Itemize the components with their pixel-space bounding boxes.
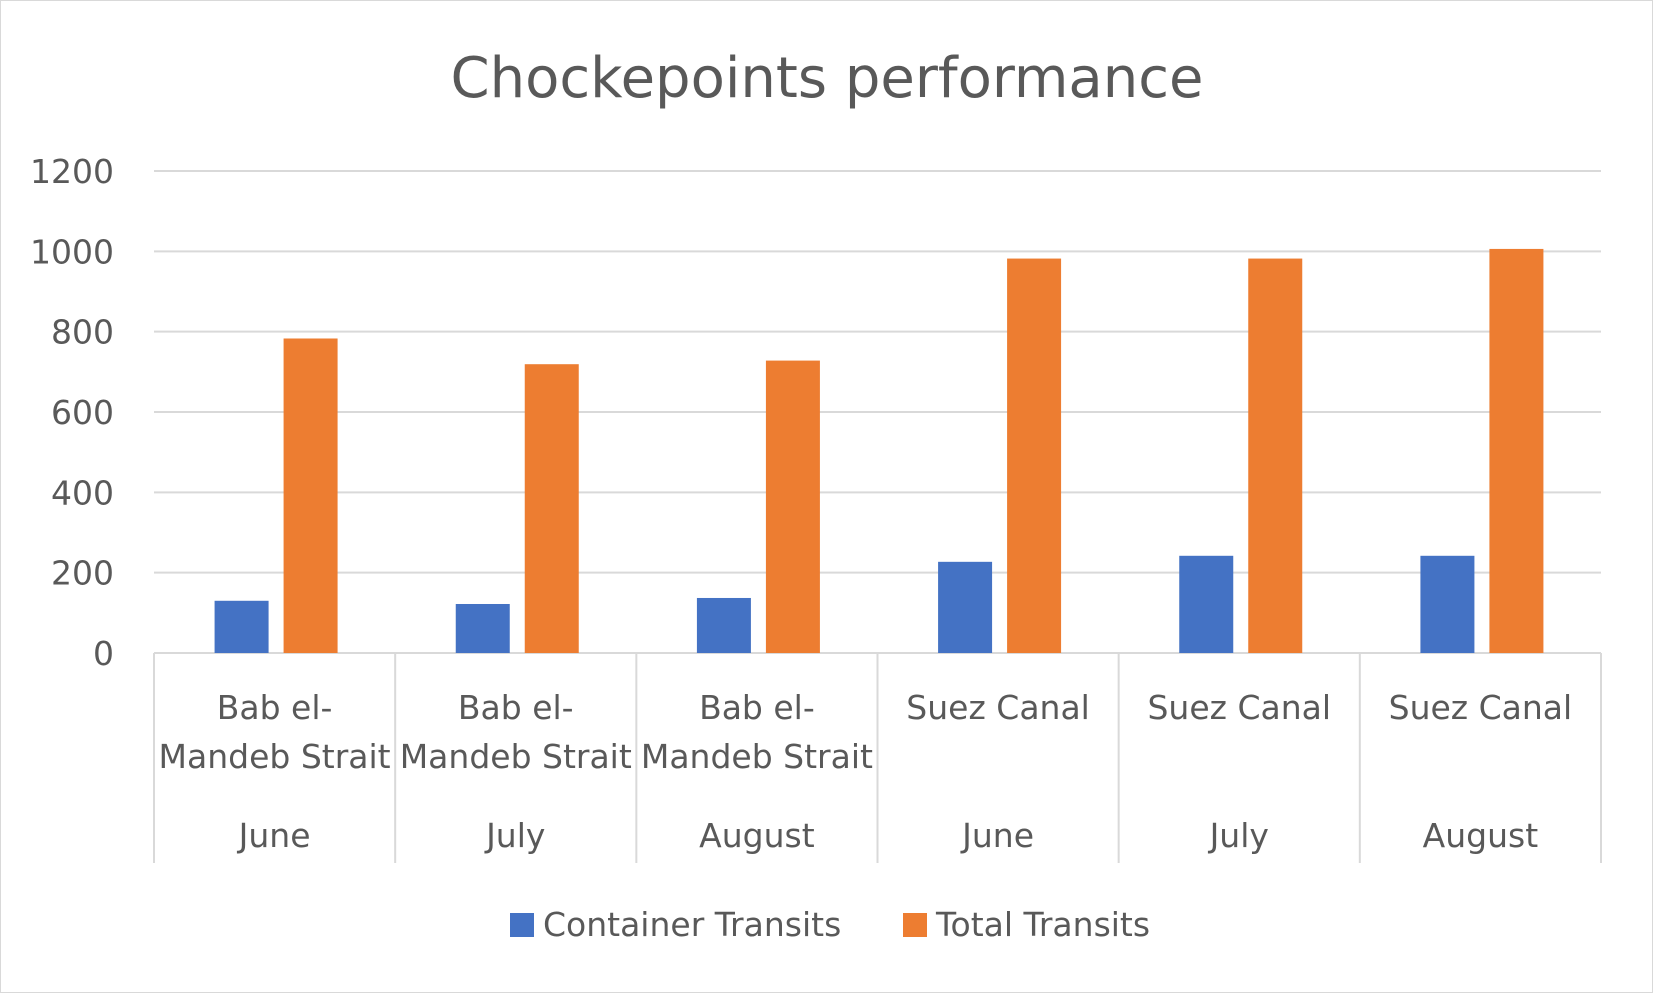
y-tick-label: 0 xyxy=(93,634,114,673)
category-month-label: June xyxy=(960,816,1034,855)
legend-swatch xyxy=(903,913,927,937)
bar-container-transits xyxy=(455,603,510,653)
category-labels: Bab el- Mandeb Strait June Bab el- Mandeb St… xyxy=(159,688,1573,855)
bar-container-transits xyxy=(938,561,993,653)
chart-title: Chockepoints performance xyxy=(451,46,1204,111)
category-month-label: July xyxy=(1208,816,1269,855)
category-location-label: Suez Canal xyxy=(906,688,1090,727)
y-tick-label: 800 xyxy=(51,313,114,352)
category-axis xyxy=(153,652,1602,863)
y-axis-tick-labels: 0 200 400 600 800 1000 1200 xyxy=(30,152,114,673)
category-month-label: August xyxy=(1423,816,1539,855)
category-month-label: July xyxy=(484,816,545,855)
y-tick-label: 1200 xyxy=(30,152,114,191)
y-tick-label: 200 xyxy=(51,554,114,593)
category-location-label: Mandeb Strait xyxy=(159,737,391,776)
bar-total-transits xyxy=(1248,258,1303,653)
legend: Container Transits Total Transits xyxy=(510,905,1150,944)
y-tick-label: 600 xyxy=(51,393,114,432)
bar-total-transits xyxy=(765,360,820,653)
bar-total-transits xyxy=(524,364,579,653)
category-location-label: Bab el- xyxy=(217,688,333,727)
legend-label: Total Transits xyxy=(935,905,1150,944)
bar-container-transits xyxy=(696,597,751,653)
legend-swatch xyxy=(510,913,534,937)
gridlines xyxy=(154,170,1601,574)
bar-total-transits xyxy=(1007,258,1062,653)
y-tick-label: 1000 xyxy=(30,232,114,271)
category-location-label: Bab el- xyxy=(699,688,815,727)
bar-container-transits xyxy=(1179,555,1234,653)
y-tick-label: 400 xyxy=(51,473,114,512)
bars xyxy=(214,248,1544,653)
legend-label: Container Transits xyxy=(543,905,841,944)
category-month-label: June xyxy=(237,816,311,855)
category-location-label: Suez Canal xyxy=(1147,688,1331,727)
bar-total-transits xyxy=(283,338,338,653)
category-location-label: Bab el- xyxy=(458,688,574,727)
bar-container-transits xyxy=(1420,555,1475,653)
category-month-label: August xyxy=(699,816,815,855)
bar-total-transits xyxy=(1489,248,1544,653)
category-location-label: Mandeb Strait xyxy=(641,737,873,776)
bar-container-transits xyxy=(214,600,269,653)
category-location-label: Mandeb Strait xyxy=(400,737,632,776)
category-location-label: Suez Canal xyxy=(1389,688,1573,727)
